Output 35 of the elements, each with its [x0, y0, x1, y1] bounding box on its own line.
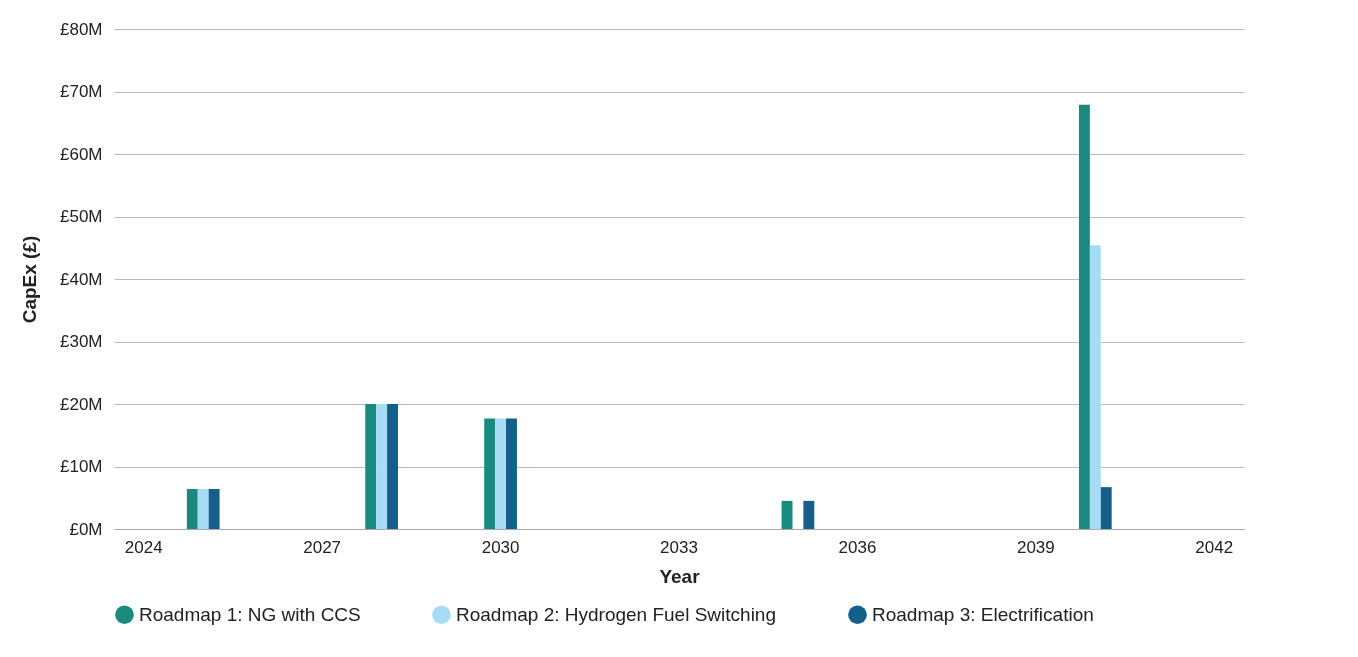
- x-tick-label: 2030: [481, 537, 520, 557]
- bar: [484, 418, 496, 529]
- bar: [208, 489, 220, 529]
- bar: [506, 418, 517, 529]
- legend-label: Roadmap 2: Hydrogen Fuel Switching: [456, 603, 777, 625]
- bar: [495, 418, 507, 529]
- y-tick-label: £60M: [59, 144, 103, 164]
- legend-label: Roadmap 1: NG with CCS: [139, 603, 361, 625]
- y-tick-label: £30M: [59, 332, 103, 351]
- y-axis-title: CapEx (£): [18, 235, 40, 324]
- bar: [365, 404, 377, 529]
- y-tick-label: £20M: [59, 394, 103, 414]
- y-tick-label: £70M: [59, 82, 103, 101]
- x-tick-label: 2036: [838, 537, 877, 557]
- bar: [1089, 245, 1101, 529]
- bar: [1100, 487, 1112, 529]
- x-axis-title: Year: [659, 565, 701, 587]
- x-tick-label: 2024: [124, 537, 163, 557]
- y-tick-label: £80M: [59, 19, 103, 39]
- y-tick-label: £40M: [59, 269, 103, 289]
- x-tick-label: 2033: [660, 537, 698, 557]
- bar: [387, 404, 398, 529]
- y-tick-label: £0M: [69, 519, 103, 539]
- bar: [197, 489, 209, 529]
- bar: [186, 489, 198, 529]
- bar: [781, 500, 793, 529]
- x-tick-label: 2039: [1016, 537, 1055, 557]
- bar: [376, 404, 388, 529]
- y-tick-label: £10M: [59, 457, 103, 476]
- y-tick-label: £50M: [59, 207, 103, 226]
- x-tick-label: 2042: [1195, 537, 1234, 557]
- bar: [1078, 104, 1090, 529]
- x-tick-label: 2027: [303, 537, 342, 557]
- bar: [803, 500, 815, 529]
- legend-label: Roadmap 3: Electrification: [872, 603, 1094, 625]
